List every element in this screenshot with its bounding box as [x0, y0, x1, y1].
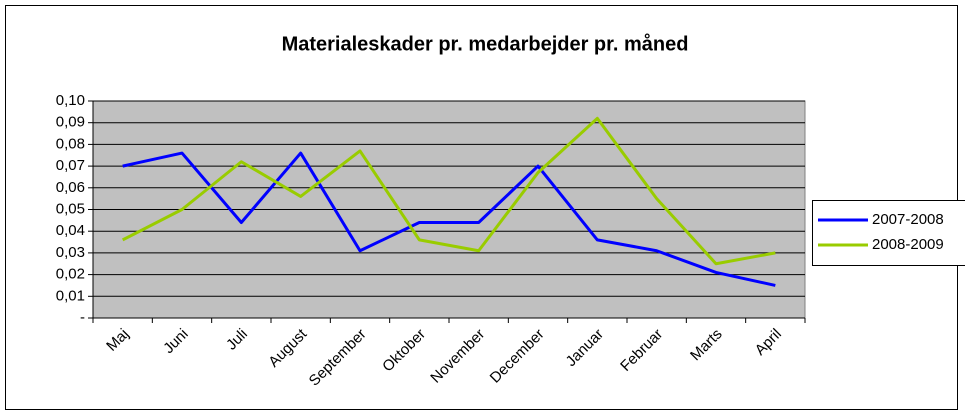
legend-box [812, 200, 965, 266]
series-line [121, 116, 776, 266]
y-tick-label: 0,04 [56, 222, 85, 239]
y-tick-label: 0,01 [56, 287, 85, 304]
legend-label: 2007-2008 [872, 211, 944, 228]
y-tick-label: 0,05 [56, 200, 85, 217]
y-tick-label: 0,02 [56, 266, 85, 283]
series-line [122, 151, 776, 287]
y-tick-label: 0,08 [56, 135, 85, 152]
y-tick-label: 0,09 [56, 114, 85, 131]
y-tick-label: - [80, 309, 85, 326]
y-tick-label: 0,03 [56, 244, 85, 261]
y-tick-label: 0,10 [56, 92, 85, 109]
legend-label: 2008-2009 [872, 236, 944, 253]
y-tick-label: 0,07 [56, 157, 85, 174]
chart-title: Materialeskader pr. medarbejder pr. måne… [282, 32, 689, 55]
y-tick-label: 0,06 [56, 179, 85, 196]
